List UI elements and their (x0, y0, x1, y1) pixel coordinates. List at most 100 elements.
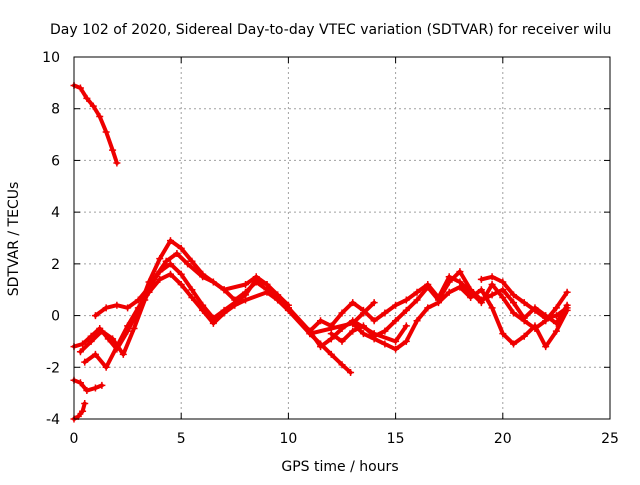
data-point (76, 84, 84, 92)
data-point (413, 288, 421, 296)
data-point (81, 358, 89, 366)
x-tick-label: 25 (601, 431, 619, 447)
data-point (510, 309, 518, 317)
data-point (402, 306, 410, 314)
data-point (445, 278, 453, 286)
data-point (173, 250, 181, 258)
data-point (402, 337, 410, 345)
data-point (510, 299, 518, 307)
data-point (402, 296, 410, 304)
data-point (445, 288, 453, 296)
y-tick-label: 6 (51, 153, 60, 169)
data-point (520, 332, 528, 340)
data-point (370, 335, 378, 343)
data-point (177, 270, 185, 278)
y-tick-label: -2 (46, 360, 60, 376)
data-point (263, 281, 271, 289)
data-point (552, 304, 560, 312)
data-point (424, 304, 432, 312)
data-point (359, 322, 367, 330)
data-point (87, 337, 95, 345)
series-line-arc-d (72, 238, 377, 352)
data-point (188, 257, 196, 265)
data-point (456, 268, 464, 276)
series-markers-arc-j (349, 283, 571, 353)
data-point (119, 350, 127, 358)
data-point (392, 301, 400, 309)
data-point (381, 327, 389, 335)
series-markers-arc-k (477, 273, 571, 322)
data-point (124, 304, 132, 312)
data-point (499, 278, 507, 286)
data-point (274, 291, 282, 299)
data-point (531, 322, 539, 330)
data-point (477, 286, 485, 294)
data-point (156, 275, 164, 283)
data-point (317, 343, 325, 351)
data-point (263, 288, 271, 296)
data-point (552, 327, 560, 335)
data-point (338, 361, 346, 369)
data-point (145, 283, 153, 291)
x-tick-label: 5 (177, 431, 186, 447)
data-point (156, 255, 164, 263)
data-point (359, 330, 367, 338)
data-point (520, 299, 528, 307)
data-point (477, 275, 485, 283)
data-point (563, 304, 571, 312)
data-point (102, 128, 110, 136)
data-point (113, 159, 121, 167)
data-point (220, 306, 228, 314)
data-point (413, 317, 421, 325)
data-point (166, 270, 174, 278)
data-point (338, 337, 346, 345)
series-line-arc-b (72, 401, 87, 421)
data-point (349, 299, 357, 307)
data-point (91, 312, 99, 320)
series-markers-arc-g (91, 260, 292, 322)
data-point (413, 296, 421, 304)
series-markers-arc-a (70, 81, 121, 167)
data-point (531, 306, 539, 314)
data-point (89, 102, 97, 110)
plot-frame (73, 56, 611, 420)
data-point (96, 112, 104, 120)
data-point (359, 306, 367, 314)
data-point (209, 278, 217, 286)
data-point (91, 384, 99, 392)
data-point (520, 314, 528, 322)
data-point (134, 304, 142, 312)
data-point (199, 301, 207, 309)
data-point (499, 330, 507, 338)
data-point (91, 350, 99, 358)
data-point (102, 363, 110, 371)
x-tick-label: 10 (279, 431, 297, 447)
data-point (488, 281, 496, 289)
y-tick-label: 10 (42, 50, 60, 66)
data-point (79, 407, 87, 415)
data-point (327, 322, 335, 330)
data-point (338, 325, 346, 332)
data-point (488, 304, 496, 312)
data-point (347, 368, 355, 376)
y-tick-label: 8 (51, 102, 60, 118)
data-point (392, 337, 400, 345)
chart-title: Day 102 of 2020, Sidereal Day-to-day VTE… (50, 22, 611, 38)
data-point (467, 286, 475, 294)
y-tick-label: 4 (51, 205, 60, 221)
data-point (488, 273, 496, 281)
data-point (327, 330, 335, 338)
data-point (76, 379, 84, 387)
x-tick-label: 15 (387, 431, 405, 447)
x-axis-label: GPS time / hours (281, 459, 398, 475)
data-point (563, 288, 571, 296)
data-point (98, 327, 106, 335)
data-point (109, 146, 117, 154)
data-point (252, 275, 260, 283)
data-point (156, 268, 164, 276)
data-point (76, 348, 84, 356)
data-point (327, 350, 335, 358)
data-point (83, 387, 91, 395)
data-point (134, 296, 142, 304)
